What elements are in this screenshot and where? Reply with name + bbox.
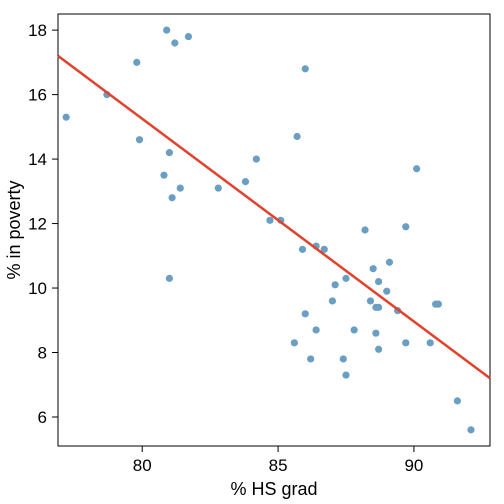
data-point bbox=[184, 32, 193, 41]
data-point bbox=[372, 329, 380, 337]
data-point bbox=[307, 355, 315, 363]
data-point bbox=[320, 245, 328, 253]
data-point bbox=[467, 426, 475, 434]
data-point bbox=[383, 287, 391, 295]
y-tick-label: 12 bbox=[28, 215, 47, 234]
x-axis-ticks: 80 85 90 bbox=[133, 446, 423, 475]
plot-frame bbox=[57, 13, 491, 447]
data-point bbox=[312, 326, 320, 334]
y-axis-title: % in poverty bbox=[4, 180, 24, 279]
x-tick-label: 85 bbox=[269, 456, 288, 475]
data-point bbox=[176, 184, 184, 192]
data-point bbox=[241, 178, 250, 186]
data-point bbox=[375, 303, 383, 311]
data-point bbox=[342, 371, 350, 379]
data-point bbox=[165, 149, 173, 157]
data-point bbox=[298, 245, 307, 253]
regression-line bbox=[57, 54, 491, 380]
data-point bbox=[266, 216, 274, 224]
x-tick-label: 90 bbox=[404, 456, 423, 475]
data-point bbox=[168, 194, 176, 202]
data-point bbox=[214, 184, 222, 192]
x-axis-title: % HS grad bbox=[230, 479, 317, 499]
data-point bbox=[369, 265, 377, 273]
data-point bbox=[426, 339, 434, 347]
data-point bbox=[133, 58, 141, 66]
data-point bbox=[375, 345, 383, 353]
data-point bbox=[331, 281, 339, 289]
data-point bbox=[135, 136, 144, 144]
y-tick-label: 6 bbox=[38, 408, 47, 427]
y-tick-label: 10 bbox=[28, 279, 47, 298]
y-tick-label: 14 bbox=[28, 150, 47, 169]
data-point bbox=[434, 300, 442, 308]
data-point bbox=[290, 339, 298, 347]
data-point bbox=[160, 171, 168, 179]
data-point bbox=[453, 397, 461, 405]
regression-line-group bbox=[57, 54, 491, 380]
data-point bbox=[413, 165, 421, 173]
data-point bbox=[339, 355, 347, 363]
data-point bbox=[301, 65, 309, 73]
data-point bbox=[301, 310, 309, 318]
data-point bbox=[163, 26, 171, 34]
data-point bbox=[350, 326, 358, 334]
data-point bbox=[328, 297, 337, 305]
y-tick-label: 18 bbox=[28, 21, 47, 40]
data-point bbox=[62, 113, 70, 121]
data-point bbox=[402, 223, 410, 231]
data-point bbox=[366, 297, 375, 305]
y-tick-label: 8 bbox=[38, 344, 47, 363]
data-points bbox=[62, 26, 475, 434]
data-point bbox=[402, 339, 410, 347]
data-point bbox=[252, 155, 260, 163]
y-axis-ticks: 6 8 10 12 14 16 18 bbox=[28, 21, 58, 427]
y-tick-label: 16 bbox=[28, 86, 47, 105]
data-point bbox=[385, 258, 394, 266]
data-point bbox=[171, 39, 179, 47]
data-point bbox=[342, 274, 350, 282]
data-point bbox=[165, 274, 173, 282]
data-point bbox=[361, 226, 369, 234]
data-point bbox=[293, 132, 301, 141]
x-tick-label: 80 bbox=[133, 456, 152, 475]
data-point bbox=[375, 277, 383, 286]
